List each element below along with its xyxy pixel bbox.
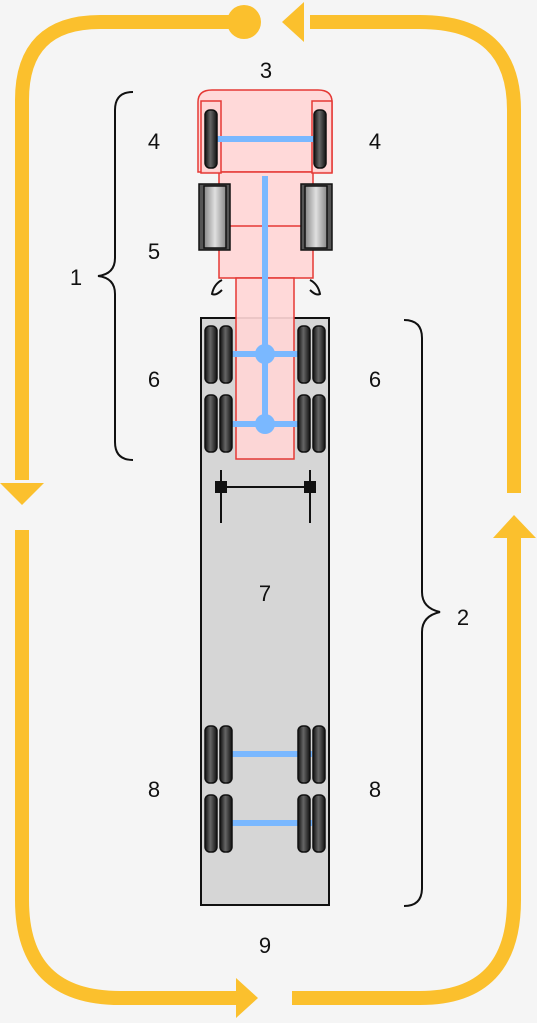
label-rear: 9 xyxy=(259,933,271,958)
brace-tractor xyxy=(97,91,134,461)
label-drive-left: 6 xyxy=(148,367,160,392)
label-steer-right: 4 xyxy=(369,129,381,154)
mirror-hooks xyxy=(210,279,322,296)
label-trailer-group: 2 xyxy=(457,605,469,630)
steer-tires xyxy=(204,109,327,169)
arrowhead-right-up xyxy=(493,515,536,538)
arrow-right-lower xyxy=(292,536,521,1005)
arrowhead-left-down xyxy=(0,483,44,505)
trailer-tires xyxy=(204,725,326,853)
tractor-cab xyxy=(197,89,333,173)
walkaround-path xyxy=(15,15,521,1005)
label-tractor-group: 1 xyxy=(70,265,82,290)
fuel-tanks xyxy=(198,183,333,251)
label-trailer-body: 7 xyxy=(259,581,271,606)
arrow-left-upper xyxy=(15,15,244,480)
landing-gear xyxy=(215,470,316,523)
label-trailer-axles-left: 8 xyxy=(148,777,160,802)
arrow-left-lower xyxy=(15,530,238,1005)
trailer-axles xyxy=(220,751,312,826)
arrowhead-bottom-right xyxy=(236,978,258,1018)
drive-tires xyxy=(204,325,326,453)
label-trailer-axles-right: 8 xyxy=(369,777,381,802)
label-drive-right: 6 xyxy=(369,367,381,392)
arrow-right-upper xyxy=(310,15,521,493)
label-fuel-tanks: 5 xyxy=(148,239,160,264)
brace-trailer xyxy=(403,319,441,907)
label-steer-left: 4 xyxy=(148,129,160,154)
drive-axles xyxy=(222,344,310,434)
label-front: 3 xyxy=(260,58,272,83)
arrowhead-top-left xyxy=(282,2,304,42)
start-dot xyxy=(227,5,261,39)
